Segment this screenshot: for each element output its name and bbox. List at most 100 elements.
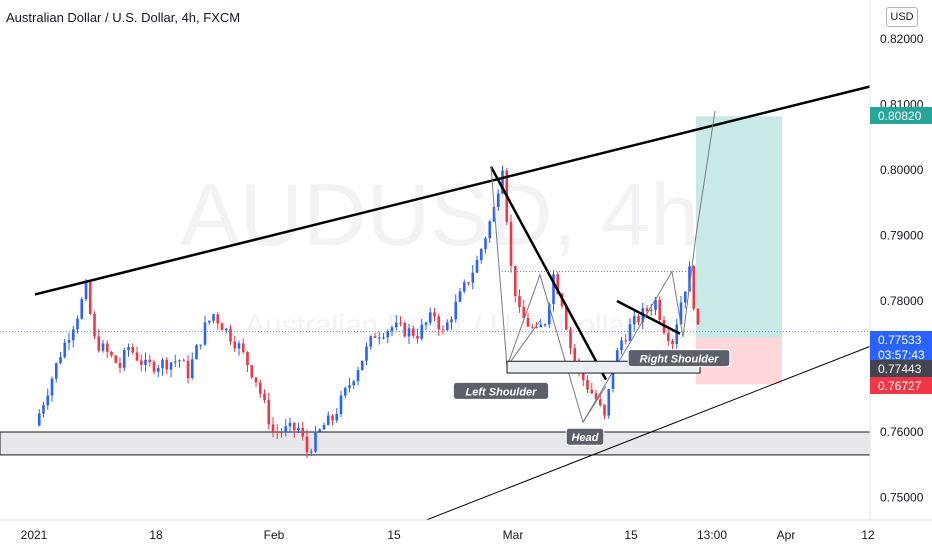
candle-body [620,340,623,351]
candle-body [390,327,394,332]
candle-body [637,316,640,323]
candle-body [607,388,611,416]
candle-body [496,193,500,207]
candle-body [97,336,101,351]
candle-body [526,318,530,327]
x-tick-label: Apr [777,528,796,542]
candle-body [624,340,628,342]
candle-body [645,308,649,311]
candle-body [212,314,215,321]
candle-body [169,362,173,370]
candle-body [530,326,534,328]
candle-body [233,341,237,349]
candle-body [42,405,45,414]
pattern-label-box [565,427,605,446]
candle-body [420,324,424,339]
candle-body [190,359,194,379]
candle-body [258,382,262,394]
candle-body [127,346,130,351]
candle-body [339,395,343,415]
candle-body [535,326,538,328]
pattern-label: Right Shoulder [640,354,720,366]
candle-body [122,350,126,368]
x-tick-label: 12 [861,528,875,542]
candle-body [424,322,428,325]
candle-body [326,415,330,426]
candle-body [611,369,615,389]
candle-body [88,282,92,315]
x-tick-label: 15 [624,528,638,542]
candle-body [195,345,198,360]
candle-body [271,424,275,433]
candle-body [144,359,147,365]
x-tick-label: 15 [387,528,401,542]
candle-body [305,436,309,453]
candle-body [488,221,492,239]
candle-body [301,427,305,437]
price-tag-label: 0.80820 [878,109,922,123]
candle-body [135,352,139,361]
candle-body [377,337,381,339]
candle-body [297,427,300,431]
candle-body [263,393,266,400]
candle-body [564,306,568,330]
candle-body [603,405,606,416]
head-leg [582,385,607,423]
candle-body [484,238,487,250]
candle-body [80,299,84,319]
candle-body [76,318,79,330]
lower-trendline [374,326,920,541]
price-tag-price [870,331,932,363]
candle-body [658,299,662,320]
candle-body [450,319,453,323]
candle-body [203,322,207,345]
candle-body [322,425,326,430]
candle-body [547,304,551,325]
x-tick-label: 13:00 [697,528,727,542]
candle-body [513,265,517,296]
candle-body [110,351,113,356]
candle-body [556,274,560,294]
candle-body [543,324,547,326]
y-tick-label: 0.76000 [880,425,924,439]
candle-body [84,282,88,300]
candle-body [216,314,220,324]
candle-body [441,329,445,331]
candle-body [365,346,368,361]
candle-body [679,302,683,325]
x-tick-label: Feb [264,528,285,542]
candle-body [683,291,687,303]
upper-trendline [34,83,877,296]
chart-title: Australian Dollar / U.S. Dollar, 4h, FXC… [6,10,241,25]
candle-body [237,343,241,349]
pattern-label: Head [572,432,599,444]
candle-body [399,322,402,324]
price-tag-target [870,107,932,124]
candle-body [688,266,691,292]
candle-body [343,387,347,396]
candle-body [288,422,292,427]
currency-button[interactable]: USD [886,7,918,27]
y-tick-label: 0.75000 [880,491,924,505]
candle-body [407,328,411,337]
candle-body [93,314,96,337]
candle-body [594,393,598,400]
candle-body [433,312,436,317]
right-shoulder-trendline [616,299,681,335]
candle-body [445,322,449,331]
candle-body [454,301,458,320]
candle-body [229,328,232,342]
candle-body [356,370,360,382]
candle-body [428,312,432,323]
candle-body [479,249,483,261]
left-shoulder-neck [506,320,541,367]
candle-body [569,329,572,349]
candle-body [654,299,657,311]
candle-body [152,362,156,372]
candle-body [182,360,186,362]
price-tag-countdown: 03:57:43 [878,348,925,362]
x-tick-label: Mar [503,528,524,542]
candle-body [165,359,169,370]
